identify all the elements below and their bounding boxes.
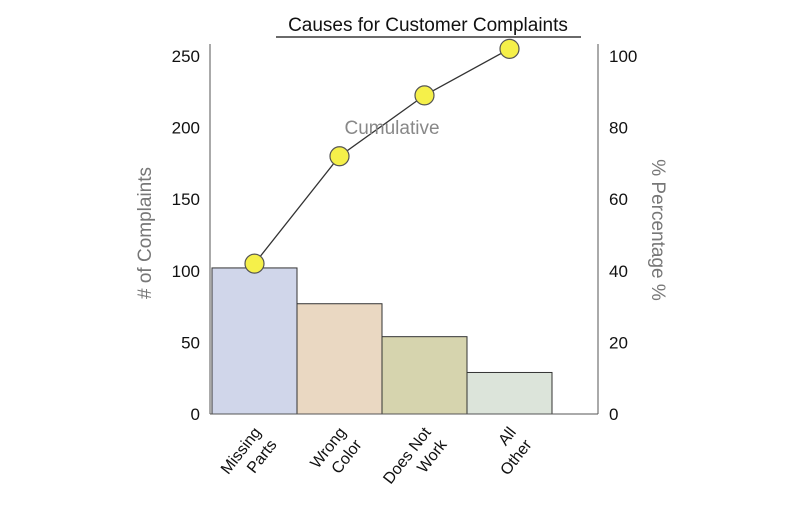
cumulative-line <box>253 48 510 265</box>
y2-tick-label: 40 <box>609 262 628 281</box>
bar <box>211 267 298 415</box>
y-tick-label: 50 <box>181 333 200 352</box>
left-axis-ticks: 0 50 100 150 200 250 <box>172 47 200 424</box>
right-axis-ticks: 0 20 40 60 80 100 <box>609 47 637 424</box>
y2-tick-label: 60 <box>609 190 628 209</box>
y2-tick-label: 100 <box>609 47 637 66</box>
y2-tick-label: 0 <box>609 405 618 424</box>
bar <box>296 303 383 415</box>
y-tick-label: 0 <box>191 405 200 424</box>
y2-axis-label: % Percentage % <box>647 159 668 301</box>
bar <box>466 371 553 415</box>
cumulative-point <box>244 253 265 274</box>
chart-title: Causes for Customer Complaints <box>288 15 568 36</box>
bar <box>381 336 468 415</box>
y-tick-label: 150 <box>172 190 200 209</box>
y-axis-label: # of Complaints <box>135 167 156 299</box>
cumulative-point <box>499 38 520 59</box>
y-tick-label: 100 <box>172 262 200 281</box>
y2-tick-label: 80 <box>609 119 628 138</box>
cumulative-point <box>329 146 350 167</box>
y-tick-label: 250 <box>172 47 200 66</box>
y-tick-label: 200 <box>172 119 200 138</box>
cumulative-series <box>244 38 520 274</box>
bar-series <box>211 267 553 415</box>
cumulative-point <box>414 85 435 106</box>
y2-tick-label: 20 <box>609 333 628 352</box>
cumulative-annotation: Cumulative <box>344 118 439 139</box>
